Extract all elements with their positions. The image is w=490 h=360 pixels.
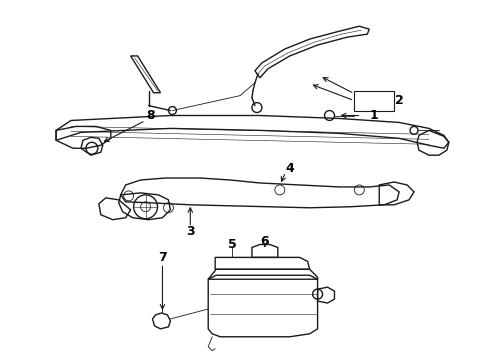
Text: 7: 7 <box>158 251 167 264</box>
Text: 3: 3 <box>186 225 195 238</box>
Text: 2: 2 <box>395 94 403 107</box>
Text: 8: 8 <box>146 109 155 122</box>
Text: 6: 6 <box>261 235 269 248</box>
Text: 4: 4 <box>285 162 294 175</box>
Text: 1: 1 <box>370 109 379 122</box>
Bar <box>354 91 394 111</box>
Text: 5: 5 <box>228 238 237 251</box>
